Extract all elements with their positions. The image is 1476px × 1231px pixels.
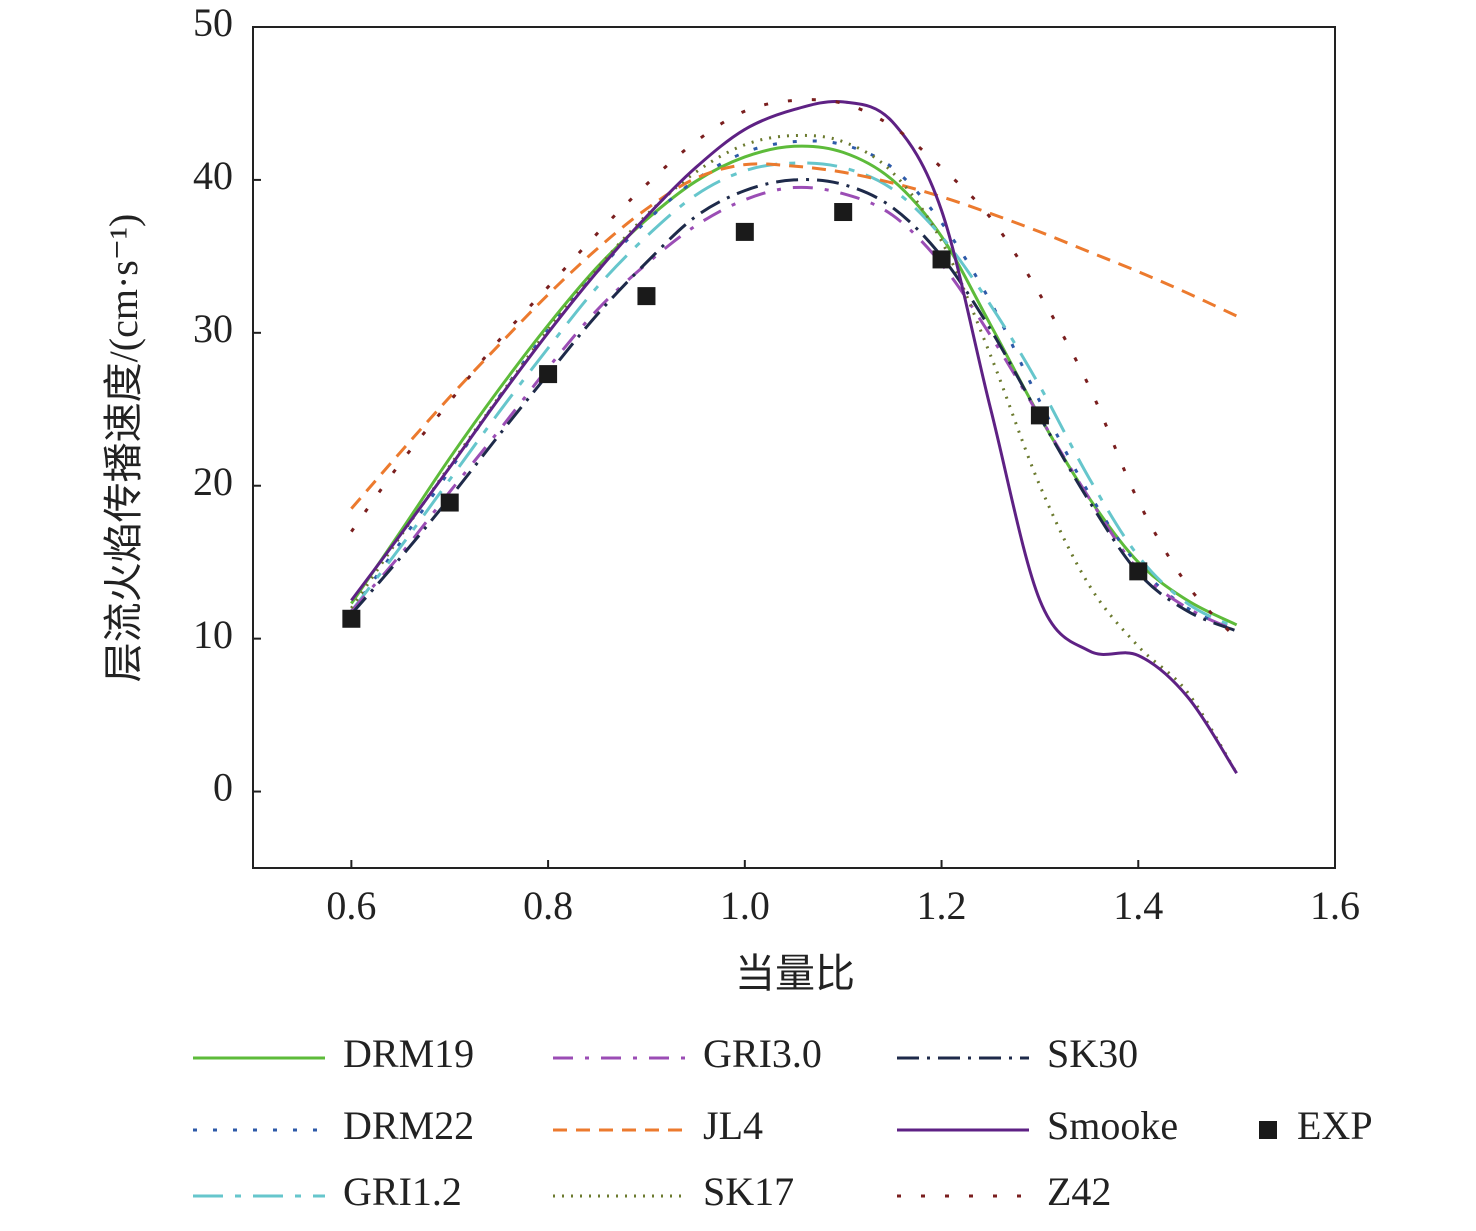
y-tick-label: 50	[193, 0, 233, 45]
x-tick-label: 1.6	[1310, 883, 1360, 928]
legend-marker	[1259, 1121, 1277, 1139]
y-axis-label: 层流火焰传播速度/(cm·s⁻¹)	[101, 214, 146, 683]
exp-point	[1030, 406, 1049, 425]
legend-label: GRI3.0	[703, 1031, 822, 1076]
exp-point	[342, 609, 361, 628]
series-line	[350, 133, 1238, 774]
series-line	[350, 161, 1238, 630]
series-line	[350, 139, 1238, 631]
legend-label: SK17	[703, 1169, 794, 1214]
y-tick-label: 0	[213, 765, 233, 810]
legend-label: DRM22	[343, 1103, 474, 1148]
x-tick-label: 1.2	[917, 883, 967, 928]
exp-point	[1129, 562, 1148, 581]
x-tick-label: 0.6	[326, 883, 376, 928]
series-line	[350, 162, 1238, 510]
plot-frame	[252, 26, 1336, 869]
legend-label: Z42	[1047, 1169, 1111, 1214]
y-tick-label: 40	[193, 153, 233, 198]
exp-point	[440, 493, 459, 512]
x-tick-label: 0.8	[523, 883, 573, 928]
series-line	[350, 99, 1238, 775]
x-axis-label: 当量比	[735, 951, 855, 996]
legend-label: GRI1.2	[343, 1169, 462, 1214]
exp-point	[834, 203, 853, 222]
exp-point	[637, 287, 656, 306]
legend-label: DRM19	[343, 1031, 474, 1076]
legend-label: Smooke	[1047, 1103, 1178, 1148]
legend-label: JL4	[703, 1103, 763, 1148]
x-tick-label: 1.4	[1113, 883, 1163, 928]
exp-point	[932, 250, 951, 269]
y-tick-label: 20	[193, 459, 233, 504]
legend-label: EXP	[1297, 1103, 1373, 1148]
y-tick-label: 10	[193, 612, 233, 657]
exp-point	[735, 222, 754, 241]
series-line	[350, 185, 1238, 633]
y-tick-label: 30	[193, 306, 233, 351]
x-tick-label: 1.0	[720, 883, 770, 928]
series-line	[350, 144, 1238, 627]
series-line	[350, 98, 1238, 640]
series-line	[350, 178, 1238, 633]
legend-label: SK30	[1047, 1031, 1138, 1076]
exp-point	[539, 365, 558, 384]
